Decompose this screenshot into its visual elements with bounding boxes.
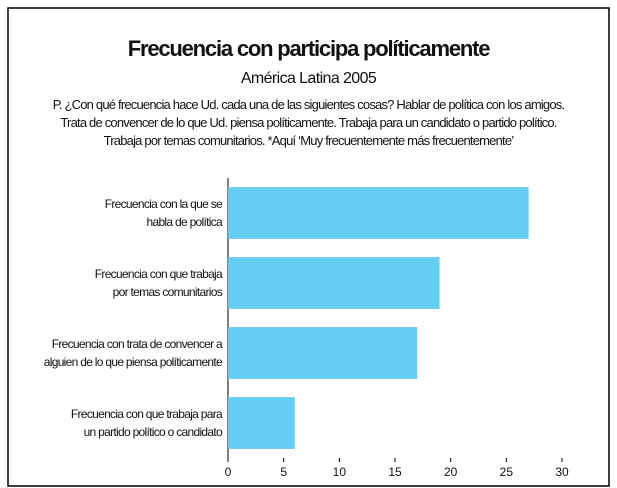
x-tick-label: 5 [280,465,287,479]
bar [228,397,295,449]
chart-title: Frecuencia con participa políticamente [127,36,491,61]
bar [228,257,440,309]
x-tick-label: 30 [555,465,569,479]
x-tick-label: 25 [500,465,514,479]
x-tick-label: 0 [225,465,232,479]
frame [7,7,610,487]
y-tick-label: Frecuencia con trata de convencer a algu… [43,337,223,369]
y-tick-label: Frecuencia con la que se habla de políti… [104,197,223,229]
chart-description: P. ¿Con qué frecuencia hace Ud. cada una… [52,97,565,148]
x-tick-label: 20 [444,465,458,479]
x-tick-label: 15 [388,465,402,479]
bar [228,327,418,379]
y-tick-label: Frecuencia con que trabaja para un parti… [70,407,223,439]
chart-subtitle: América Latina 2005 [240,70,377,87]
x-tick-label: 10 [333,465,347,479]
bar [228,187,529,239]
y-tick-label: Frecuencia con que trabaja por temas com… [94,267,223,299]
